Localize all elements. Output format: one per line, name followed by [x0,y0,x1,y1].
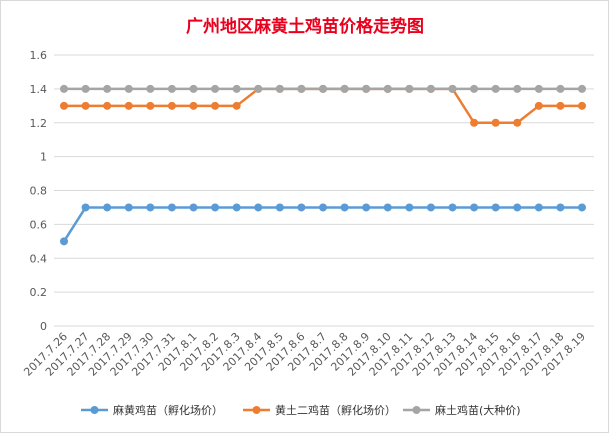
y-tick-label: 0 [40,320,47,333]
data-point [254,203,263,212]
data-point [362,84,371,93]
y-tick-label: 1.6 [30,49,48,62]
data-point [103,101,112,110]
data-point [513,118,522,127]
data-point [513,203,522,212]
data-point [146,203,155,212]
data-point [103,203,112,212]
legend-label: 麻黄鸡苗（孵化场价） [113,403,223,417]
data-point [124,84,133,93]
data-point [491,118,500,127]
data-point [232,203,241,212]
data-point [578,203,586,212]
data-point [81,84,90,93]
legend-item: 麻黄鸡苗（孵化场价） [81,403,223,417]
data-point [470,118,479,127]
legend-label: 麻土鸡苗(大种价) [435,403,521,417]
data-point [556,203,565,212]
data-point [232,101,241,110]
data-point [211,84,220,93]
data-point [189,203,198,212]
data-point [297,84,306,93]
data-point [232,84,241,93]
data-point [534,101,543,110]
y-tick-label: 1 [40,151,47,164]
data-point [189,101,198,110]
series-0 [60,203,586,246]
data-point [81,101,90,110]
data-point [405,84,414,93]
data-point [448,203,457,212]
data-point [534,84,543,93]
data-point [340,84,349,93]
data-point [556,84,565,93]
data-point [426,84,435,93]
series-2 [60,84,586,93]
data-point [146,84,155,93]
legend-swatch-marker [252,406,261,414]
y-tick-label: 0.2 [30,286,48,299]
data-point [146,101,155,110]
data-point [513,84,522,93]
legend-swatch-marker [90,406,99,414]
data-point [124,203,133,212]
data-point [491,203,500,212]
data-point [60,101,68,110]
data-point [470,203,479,212]
data-point [275,203,284,212]
y-tick-label: 0.4 [30,252,48,265]
data-point [124,101,133,110]
series-line [64,87,582,124]
data-point [189,84,198,93]
y-tick-label: 1.4 [30,83,48,96]
data-point [167,203,176,212]
data-point [578,84,586,93]
data-point [448,84,457,93]
x-axis-ticks: 2017.7.262017.7.272017.7.282017.7.292017… [21,330,588,379]
data-point [60,237,68,246]
data-point [167,101,176,110]
y-tick-label: 0.8 [30,185,48,198]
data-point [167,84,176,93]
legend-item: 麻土鸡苗(大种价) [403,403,521,417]
data-point [470,84,479,93]
legend-item: 黄土二鸡苗（孵化场价） [243,403,396,417]
data-point [60,84,68,93]
data-point [383,84,392,93]
series-group [60,84,586,246]
data-point [297,203,306,212]
data-point [556,101,565,110]
data-point [319,84,327,93]
data-point [340,203,349,212]
data-point [534,203,543,212]
data-point [211,101,220,110]
data-point [491,84,500,93]
y-tick-label: 1.2 [30,117,48,130]
data-point [254,84,263,93]
legend-swatch-marker [412,406,421,414]
chart-title: 广州地区麻黄土鸡苗价格走势图 [186,16,424,37]
data-point [103,84,112,93]
legend: 麻黄鸡苗（孵化场价） 黄土二鸡苗（孵化场价） 麻土鸡苗(大种价) [81,403,521,417]
y-tick-label: 0.6 [30,218,48,231]
data-point [319,203,327,212]
data-point [426,203,435,212]
data-point [81,203,90,212]
data-point [578,101,586,110]
data-point [405,203,414,212]
y-axis-ticks: 0 0.2 0.4 0.6 0.8 1 1.2 1.4 1.6 [30,49,48,333]
legend-label: 黄土二鸡苗（孵化场价） [275,403,396,417]
data-point [211,203,220,212]
gridlines [54,54,594,327]
data-point [275,84,284,93]
data-point [362,203,371,212]
data-point [383,203,392,212]
